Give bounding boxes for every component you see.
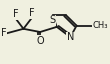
Text: O: O xyxy=(36,36,44,46)
Text: F: F xyxy=(1,28,7,38)
Text: N: N xyxy=(67,32,74,42)
Text: S: S xyxy=(50,15,56,25)
Text: F: F xyxy=(29,8,35,18)
Text: F: F xyxy=(13,9,19,19)
Text: CH₃: CH₃ xyxy=(92,21,108,30)
